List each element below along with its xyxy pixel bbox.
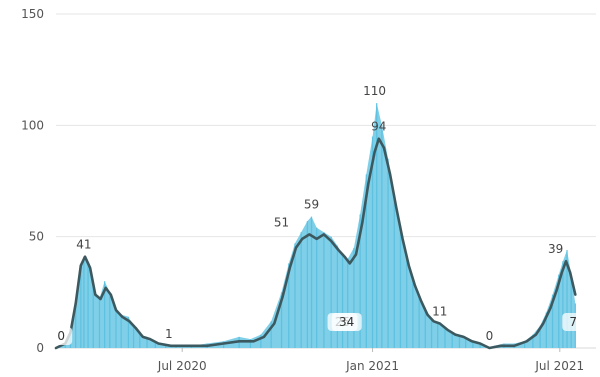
data-label: 0 xyxy=(486,329,494,343)
y-tick-label: 0 xyxy=(36,341,44,355)
x-tick-label: Jul 2020 xyxy=(157,359,207,373)
data-label: 51 xyxy=(274,215,289,229)
data-label: 59 xyxy=(304,198,319,212)
x-axis: Jul 2020 Jan 2021 Jul 2021 xyxy=(157,348,584,373)
average-line xyxy=(54,137,577,350)
data-label: 39 xyxy=(548,242,563,256)
data-label: 1 xyxy=(165,327,173,341)
data-label: 110 xyxy=(363,84,386,98)
data-label: 11 xyxy=(432,305,447,319)
data-label: 0 xyxy=(57,329,65,343)
data-label: 41 xyxy=(76,238,91,252)
data-label: 7 xyxy=(569,315,577,329)
x-tick-label: Jan 2021 xyxy=(345,359,399,373)
y-tick-label: 100 xyxy=(21,118,44,132)
data-label: 34 xyxy=(339,315,354,329)
average-line-path xyxy=(54,137,577,350)
data-label-box xyxy=(50,327,73,345)
data-label-box xyxy=(562,313,585,331)
x-tick-label: Jul 2021 xyxy=(534,359,584,373)
y-tick-label: 50 xyxy=(29,230,44,244)
daily-area-fill xyxy=(56,103,576,348)
data-label: 94 xyxy=(371,120,386,134)
y-axis: 0 50 100 150 xyxy=(21,7,44,355)
y-tick-label: 150 xyxy=(21,7,44,21)
data-labels: 04115159253411094110397 xyxy=(50,84,585,345)
daily-area xyxy=(56,103,576,348)
data-label-box xyxy=(331,313,362,331)
